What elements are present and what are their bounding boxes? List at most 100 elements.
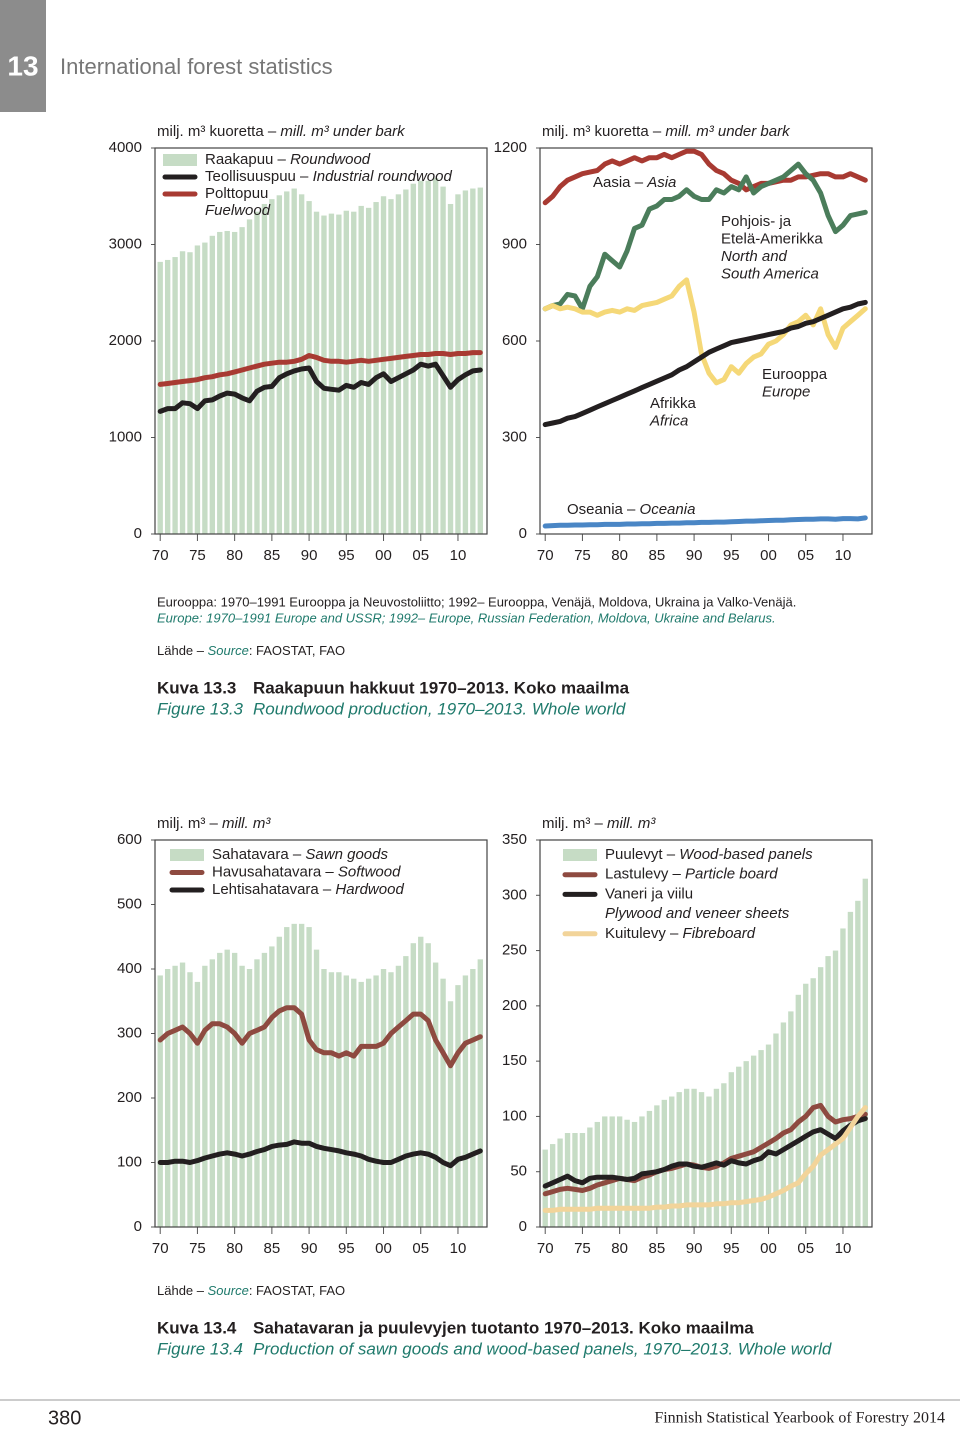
x-tick-label: 85 xyxy=(649,1240,666,1257)
bar xyxy=(810,978,816,1227)
bar xyxy=(388,199,394,534)
bar xyxy=(470,969,476,1227)
series-line xyxy=(542,1116,868,1189)
bar xyxy=(209,235,215,534)
legend-label: Vaneri ja viilu Plywood and veneer sheets xyxy=(605,885,790,922)
bar xyxy=(157,975,163,1227)
x-tick-label: 05 xyxy=(797,1240,814,1257)
bar xyxy=(224,230,230,535)
series-label: Pohjois- ja Etelä-Amerikka North and South … xyxy=(721,213,823,283)
chapter-number: 13 xyxy=(7,50,38,81)
x-tick-label: 85 xyxy=(264,547,281,564)
figure-caption: Production of sawn goods and wood-based … xyxy=(253,1339,832,1358)
y-tick-label: 4000 xyxy=(109,139,142,156)
bar xyxy=(172,257,178,534)
bar xyxy=(202,242,208,534)
bar xyxy=(410,183,416,534)
note-en: Europe: 1970–1991 Europe and USSR; 1992–… xyxy=(157,610,776,625)
bar xyxy=(351,211,357,534)
y-tick-label: 200 xyxy=(502,997,527,1014)
bar xyxy=(380,196,387,534)
legend-label: Lehtisahatavara – Hardwood xyxy=(212,881,404,898)
y-tick-label: 350 xyxy=(502,831,527,848)
y-tick-label: 0 xyxy=(519,1218,527,1235)
series-line xyxy=(157,1139,483,1169)
bar xyxy=(840,928,846,1227)
y-tick-label: 0 xyxy=(519,525,527,542)
bar xyxy=(646,1110,653,1227)
bar xyxy=(217,952,223,1227)
bar xyxy=(269,946,275,1227)
bar xyxy=(609,1116,615,1227)
source: Lähde – Source: FAOSTAT, FAO xyxy=(157,643,345,658)
y-tick-label: 200 xyxy=(117,1089,142,1106)
x-tick-label: 05 xyxy=(797,547,814,564)
figure-caption: Raakapuun hakkuut 1970–2013. Koko maailm… xyxy=(253,678,630,697)
series-line xyxy=(542,148,868,206)
y-tick-label: 100 xyxy=(117,1153,142,1170)
y-tick-label: 400 xyxy=(117,960,142,977)
bar xyxy=(765,1044,772,1227)
series-line xyxy=(157,361,483,414)
x-tick-label: 80 xyxy=(611,547,628,564)
y-tick-label: 3000 xyxy=(109,235,142,252)
x-tick-label: 70 xyxy=(152,547,169,564)
bar xyxy=(683,1088,690,1227)
bar xyxy=(432,962,439,1227)
y-tick-label: 0 xyxy=(134,525,142,542)
series-label: Oseania – Oceania xyxy=(567,501,695,518)
bar xyxy=(276,936,282,1227)
legend-label: Polttopuu Fuelwood xyxy=(205,185,271,219)
legend-label: Puulevyt – Wood-based panels xyxy=(605,846,813,863)
bar xyxy=(616,1116,623,1227)
bar xyxy=(321,215,327,535)
plot-frame xyxy=(539,147,873,535)
bar xyxy=(743,1061,749,1227)
x-tick-label: 90 xyxy=(301,547,318,564)
x-tick-label: 75 xyxy=(574,547,591,564)
bar xyxy=(209,959,215,1227)
legend-swatch xyxy=(163,154,197,166)
x-tick-label: 90 xyxy=(301,1240,318,1257)
bar xyxy=(803,983,809,1227)
bar xyxy=(328,213,335,534)
bar xyxy=(462,190,469,534)
y-tick-label: 300 xyxy=(117,1024,142,1041)
bar xyxy=(194,245,201,534)
bar xyxy=(669,1096,675,1227)
y-tick-label: 500 xyxy=(117,895,142,912)
x-tick-label: 05 xyxy=(412,1240,429,1257)
bar xyxy=(358,205,364,534)
page-number: 380 xyxy=(48,1407,81,1429)
y-tick-label: 2000 xyxy=(109,332,142,349)
x-tick-label: 70 xyxy=(537,1240,554,1257)
bar xyxy=(172,965,178,1227)
bar xyxy=(194,981,201,1227)
source-part: Source xyxy=(208,1283,249,1298)
bar xyxy=(187,252,193,534)
bar xyxy=(661,1099,667,1227)
bar xyxy=(455,194,461,534)
bar xyxy=(602,1116,608,1227)
bar xyxy=(713,1088,720,1227)
bar xyxy=(179,251,186,534)
x-tick-label: 00 xyxy=(760,547,777,564)
bar xyxy=(470,188,476,534)
bar xyxy=(594,1121,600,1227)
bar xyxy=(187,972,193,1227)
bar xyxy=(564,1133,571,1227)
bar xyxy=(254,211,260,534)
bar xyxy=(164,969,171,1227)
bar xyxy=(298,194,305,534)
bar xyxy=(418,936,424,1227)
bar xyxy=(306,927,312,1227)
source-part: : FAOSTAT, FAO xyxy=(249,643,345,658)
x-tick-label: 10 xyxy=(450,547,467,564)
bar xyxy=(706,1096,712,1227)
x-tick-label: 80 xyxy=(226,1240,243,1257)
x-tick-label: 75 xyxy=(189,1240,206,1257)
x-tick-label: 95 xyxy=(338,547,355,564)
bar xyxy=(395,965,402,1227)
source-part: Lähde – xyxy=(157,1283,208,1298)
unit-label: milj. m³ – mill. m³ xyxy=(157,815,271,832)
